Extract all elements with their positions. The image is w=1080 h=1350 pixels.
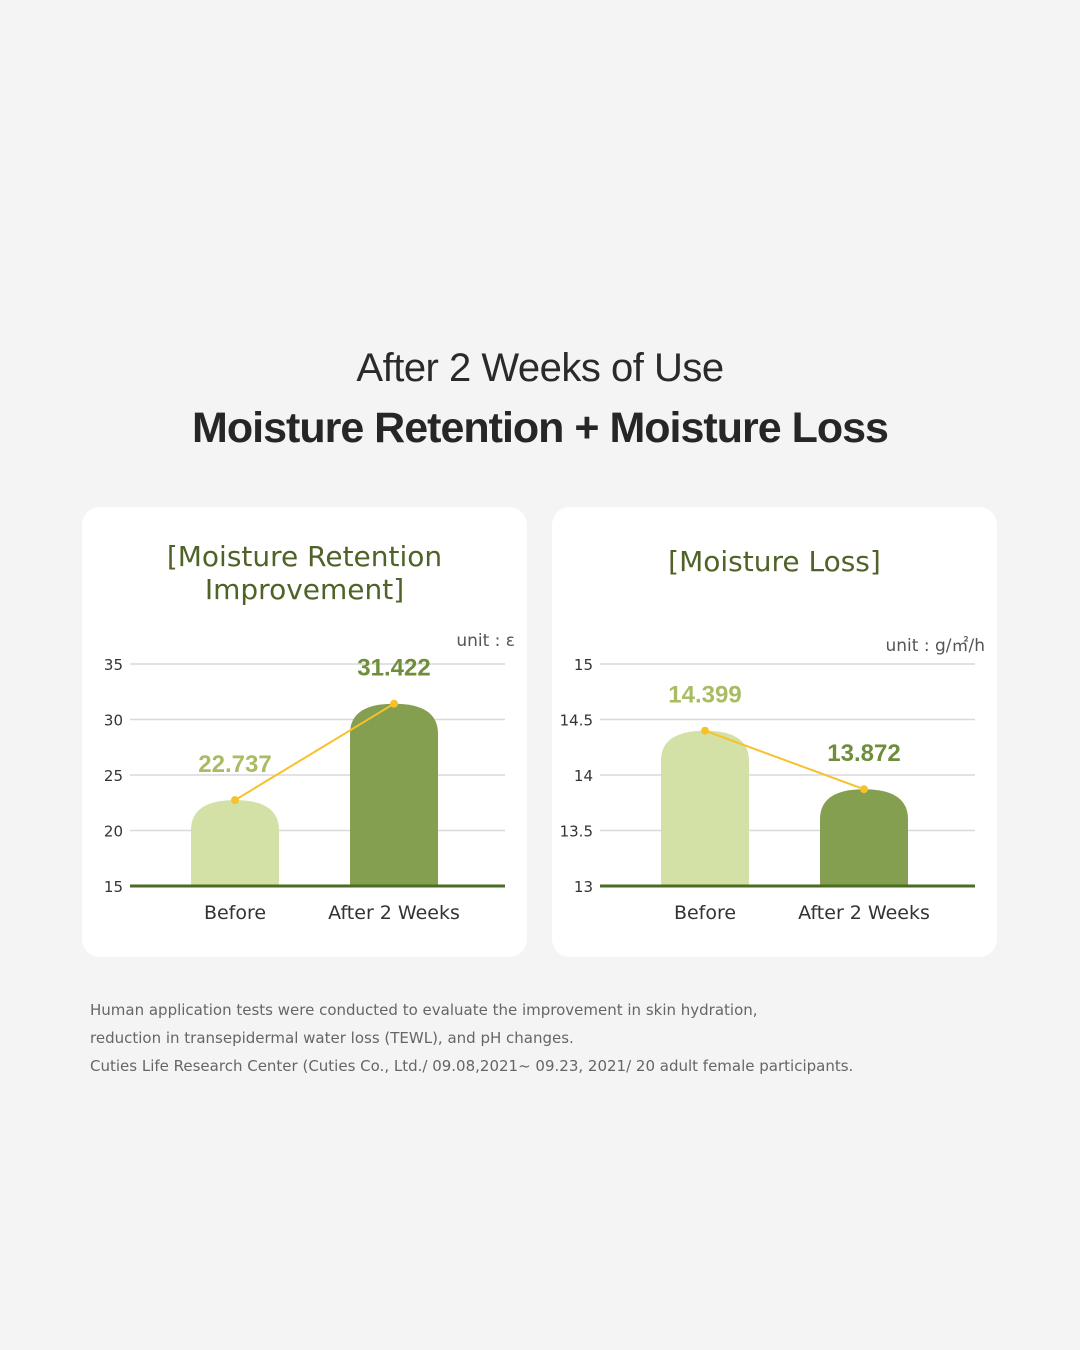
y-tick-label: 14 bbox=[574, 767, 593, 785]
y-tick-label: 35 bbox=[104, 656, 123, 674]
chart-title: [Moisture Retention Improvement] bbox=[82, 540, 527, 606]
footnote: Human application tests were conducted t… bbox=[90, 996, 990, 1080]
footnote-line: reduction in transepidermal water loss (… bbox=[90, 1029, 574, 1047]
y-tick-label: 30 bbox=[104, 712, 123, 730]
moisture-retention-card: [Moisture Retention Improvement] unit : … bbox=[82, 507, 527, 957]
data-label: 22.737 bbox=[198, 751, 271, 778]
y-tick-label: 14.5 bbox=[560, 712, 593, 730]
bar-before bbox=[191, 800, 279, 886]
bar-before bbox=[661, 730, 749, 886]
chart-title: [Moisture Loss] bbox=[552, 545, 997, 578]
trend-point-after bbox=[860, 785, 868, 794]
y-tick-label: 20 bbox=[104, 823, 123, 841]
y-tick-label: 13.5 bbox=[560, 823, 593, 841]
moisture-retention-chart: 35 30 25 20 15 22.737 Before 31.422 After 2 Week… bbox=[104, 655, 505, 924]
y-tick-label: 13 bbox=[574, 878, 593, 896]
unit-label: unit : g/㎡/h bbox=[885, 636, 986, 656]
moisture-loss-chart: 15 14.5 14 13.5 13 14.399 Before 13.872 After 2 … bbox=[560, 656, 975, 924]
y-tick-label: 15 bbox=[574, 656, 593, 674]
chart-title-line: [Moisture Loss] bbox=[668, 545, 881, 578]
x-tick-label: Before bbox=[674, 902, 736, 924]
data-label: 31.422 bbox=[357, 655, 430, 682]
chart-title-line: [Moisture Retention bbox=[166, 540, 443, 573]
bar-after bbox=[820, 789, 908, 886]
x-tick-label: After 2 Weeks bbox=[798, 902, 930, 924]
data-label: 14.399 bbox=[668, 682, 741, 709]
moisture-loss-card: [Moisture Loss] unit : g/㎡/h 15 14.5 14 13.… bbox=[552, 507, 997, 957]
trend-line bbox=[234, 702, 395, 801]
footnote-line: Cuties Life Research Center (Cuties Co.,… bbox=[90, 1057, 854, 1075]
unit-label: unit : ε bbox=[456, 631, 515, 651]
page-heading: After 2 Weeks of Use Moisture Retention … bbox=[0, 340, 1080, 458]
trend-point-after bbox=[390, 699, 398, 708]
y-tick-label: 25 bbox=[104, 767, 123, 785]
x-tick-label: Before bbox=[204, 902, 266, 924]
chart-title-line: Improvement] bbox=[204, 573, 405, 606]
trend-point-before bbox=[701, 726, 709, 735]
page-title: Moisture Retention + Moisture Loss bbox=[192, 404, 889, 452]
bar-after bbox=[350, 703, 438, 886]
y-tick-label: 15 bbox=[104, 878, 123, 896]
page-subtitle: After 2 Weeks of Use bbox=[356, 346, 724, 390]
trend-line bbox=[704, 729, 865, 791]
x-tick-label: After 2 Weeks bbox=[328, 902, 460, 924]
trend-point-before bbox=[231, 796, 239, 805]
data-label: 13.872 bbox=[827, 740, 900, 767]
footnote-line: Human application tests were conducted t… bbox=[90, 1001, 758, 1019]
